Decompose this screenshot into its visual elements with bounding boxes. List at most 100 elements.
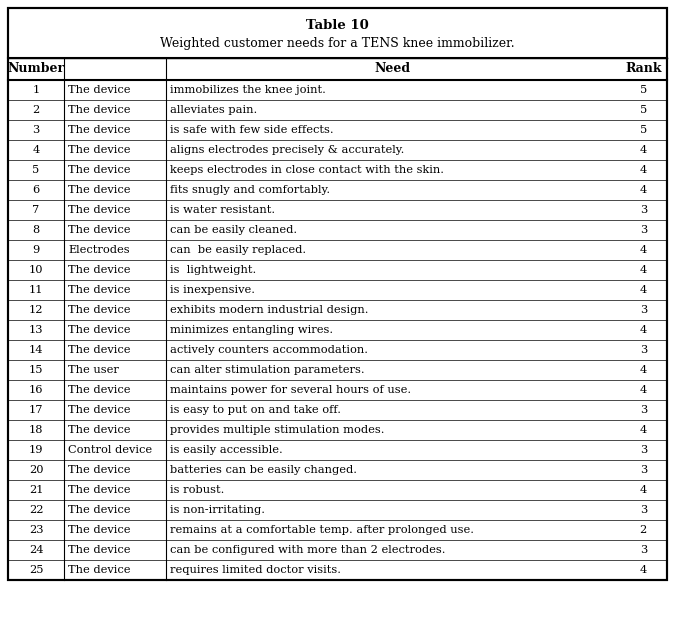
- Text: The device: The device: [68, 485, 130, 495]
- Text: is easily accessible.: is easily accessible.: [170, 445, 283, 455]
- Text: Control device: Control device: [68, 445, 152, 455]
- Text: immobilizes the knee joint.: immobilizes the knee joint.: [170, 85, 326, 95]
- Text: 4: 4: [640, 425, 647, 435]
- Text: 23: 23: [29, 525, 43, 535]
- Text: 7: 7: [32, 205, 40, 215]
- Text: The device: The device: [68, 145, 130, 155]
- Text: The device: The device: [68, 505, 130, 515]
- Text: 24: 24: [29, 545, 43, 555]
- Text: The device: The device: [68, 425, 130, 435]
- Text: 19: 19: [29, 445, 43, 455]
- Text: The device: The device: [68, 545, 130, 555]
- Text: can be easily cleaned.: can be easily cleaned.: [170, 225, 297, 235]
- Text: batteries can be easily changed.: batteries can be easily changed.: [170, 465, 357, 475]
- Text: can  be easily replaced.: can be easily replaced.: [170, 245, 306, 255]
- Text: 5: 5: [640, 85, 647, 95]
- Text: remains at a comfortable temp. after prolonged use.: remains at a comfortable temp. after pro…: [170, 525, 474, 535]
- Text: 3: 3: [640, 445, 647, 455]
- Text: 6: 6: [32, 185, 40, 195]
- Text: 17: 17: [29, 405, 43, 415]
- Text: Electrodes: Electrodes: [68, 245, 130, 255]
- Text: Rank: Rank: [625, 62, 662, 75]
- Text: 4: 4: [640, 285, 647, 295]
- Text: 3: 3: [640, 465, 647, 475]
- Text: is water resistant.: is water resistant.: [170, 205, 275, 215]
- Text: 25: 25: [29, 565, 43, 575]
- Text: can be configured with more than 2 electrodes.: can be configured with more than 2 elect…: [170, 545, 446, 555]
- Text: 15: 15: [29, 365, 43, 375]
- Text: 4: 4: [640, 365, 647, 375]
- Text: The user: The user: [68, 365, 119, 375]
- Text: 5: 5: [32, 165, 40, 175]
- Text: 3: 3: [640, 405, 647, 415]
- Text: 2: 2: [640, 525, 647, 535]
- Text: alleviates pain.: alleviates pain.: [170, 105, 257, 115]
- Text: can alter stimulation parameters.: can alter stimulation parameters.: [170, 365, 364, 375]
- Text: 4: 4: [640, 145, 647, 155]
- Text: The device: The device: [68, 385, 130, 395]
- Text: actively counters accommodation.: actively counters accommodation.: [170, 345, 368, 355]
- Text: Number: Number: [7, 62, 65, 75]
- Text: requires limited doctor visits.: requires limited doctor visits.: [170, 565, 341, 575]
- Text: 4: 4: [640, 385, 647, 395]
- Text: 1: 1: [32, 85, 40, 95]
- Text: The device: The device: [68, 205, 130, 215]
- Text: is non-irritating.: is non-irritating.: [170, 505, 265, 515]
- Text: is easy to put on and take off.: is easy to put on and take off.: [170, 405, 341, 415]
- Text: 4: 4: [640, 565, 647, 575]
- Text: 3: 3: [640, 225, 647, 235]
- Text: exhibits modern industrial design.: exhibits modern industrial design.: [170, 305, 369, 315]
- Text: The device: The device: [68, 325, 130, 335]
- Text: Weighted customer needs for a TENS knee immobilizer.: Weighted customer needs for a TENS knee …: [160, 37, 515, 50]
- Text: 4: 4: [640, 325, 647, 335]
- Text: 18: 18: [29, 425, 43, 435]
- Text: 2: 2: [32, 105, 40, 115]
- Text: 4: 4: [640, 485, 647, 495]
- Text: 9: 9: [32, 245, 40, 255]
- Text: The device: The device: [68, 125, 130, 135]
- Text: is inexpensive.: is inexpensive.: [170, 285, 255, 295]
- Text: 5: 5: [640, 125, 647, 135]
- Text: The device: The device: [68, 185, 130, 195]
- Text: 4: 4: [640, 165, 647, 175]
- Text: minimizes entangling wires.: minimizes entangling wires.: [170, 325, 333, 335]
- Text: 14: 14: [29, 345, 43, 355]
- Text: 8: 8: [32, 225, 40, 235]
- Text: 13: 13: [29, 325, 43, 335]
- Text: 3: 3: [640, 305, 647, 315]
- Text: aligns electrodes precisely & accurately.: aligns electrodes precisely & accurately…: [170, 145, 404, 155]
- Text: provides multiple stimulation modes.: provides multiple stimulation modes.: [170, 425, 385, 435]
- Text: The device: The device: [68, 165, 130, 175]
- Text: The device: The device: [68, 525, 130, 535]
- Text: The device: The device: [68, 105, 130, 115]
- Text: 5: 5: [640, 105, 647, 115]
- Text: The device: The device: [68, 265, 130, 275]
- Text: 4: 4: [640, 245, 647, 255]
- Text: Need: Need: [375, 62, 411, 75]
- Text: The device: The device: [68, 225, 130, 235]
- Text: The device: The device: [68, 305, 130, 315]
- Text: 20: 20: [29, 465, 43, 475]
- Text: 4: 4: [32, 145, 40, 155]
- Text: 11: 11: [29, 285, 43, 295]
- Text: 12: 12: [29, 305, 43, 315]
- Text: The device: The device: [68, 285, 130, 295]
- Text: 3: 3: [640, 545, 647, 555]
- Text: The device: The device: [68, 565, 130, 575]
- Text: 21: 21: [29, 485, 43, 495]
- Text: 22: 22: [29, 505, 43, 515]
- Text: The device: The device: [68, 85, 130, 95]
- Text: 3: 3: [640, 345, 647, 355]
- Text: Table 10: Table 10: [306, 19, 369, 32]
- Text: is  lightweight.: is lightweight.: [170, 265, 256, 275]
- Text: is safe with few side effects.: is safe with few side effects.: [170, 125, 333, 135]
- Text: 10: 10: [29, 265, 43, 275]
- Text: The device: The device: [68, 405, 130, 415]
- Text: 3: 3: [640, 505, 647, 515]
- Text: keeps electrodes in close contact with the skin.: keeps electrodes in close contact with t…: [170, 165, 444, 175]
- Text: maintains power for several hours of use.: maintains power for several hours of use…: [170, 385, 411, 395]
- Text: 3: 3: [32, 125, 40, 135]
- Text: fits snugly and comfortably.: fits snugly and comfortably.: [170, 185, 330, 195]
- Text: 16: 16: [29, 385, 43, 395]
- Text: 4: 4: [640, 265, 647, 275]
